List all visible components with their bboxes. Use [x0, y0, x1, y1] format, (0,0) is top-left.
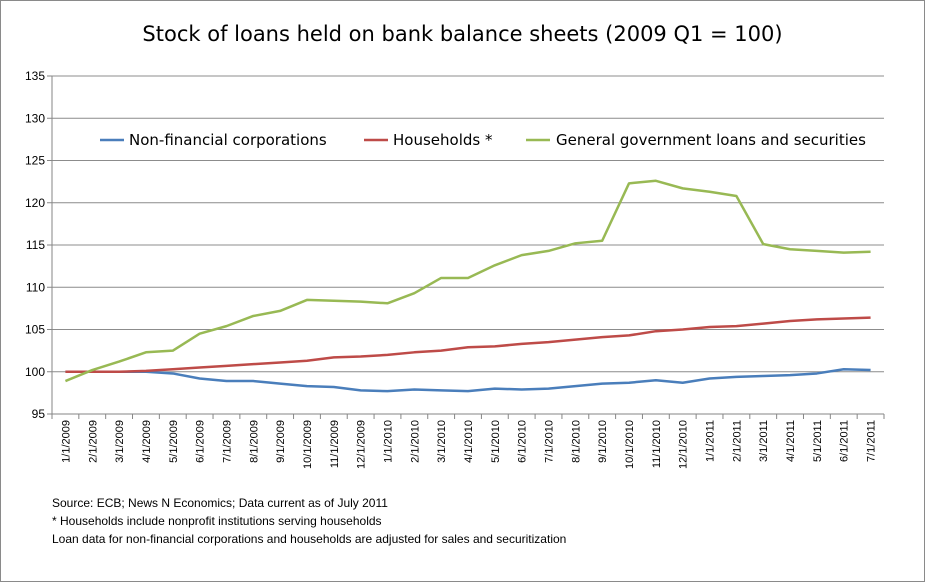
x-tick-label: 11/1/2010 [651, 420, 663, 468]
x-tick-label: 7/1/2010 [544, 420, 556, 463]
x-tick-label: 6/1/2011 [839, 420, 851, 462]
x-tick-label: 5/1/2009 [168, 420, 180, 463]
x-tick-label: 9/1/2010 [597, 420, 609, 463]
x-tick-label: 2/1/2011 [731, 420, 743, 462]
x-tick-label: 2/1/2009 [87, 420, 99, 463]
x-tick-label: 3/1/2009 [114, 420, 126, 463]
x-tick-label: 8/1/2010 [570, 420, 582, 463]
x-tick-label: 2/1/2010 [409, 420, 421, 463]
gridlines [52, 75, 884, 373]
x-tick-label: 8/1/2009 [248, 420, 260, 463]
x-tick-label: 5/1/2011 [812, 420, 824, 462]
y-tick-labels: 95 100 105 110 115 120 125 130 135 [25, 69, 45, 421]
x-tick-label: 5/1/2010 [490, 420, 502, 463]
x-tick-label: 10/1/2010 [624, 420, 636, 469]
legend-label-2: General government loans and securities [556, 131, 866, 149]
x-tick-label: 1/1/2010 [382, 420, 394, 463]
chart-title: Stock of loans held on bank balance shee… [142, 22, 783, 46]
x-tick-label: 4/1/2009 [141, 420, 153, 463]
x-tick-label: 1/1/2011 [705, 420, 717, 462]
x-tick-label: 9/1/2009 [275, 420, 287, 463]
source-note: Source: ECB; News N Economics; Data curr… [52, 496, 388, 510]
x-tick-label: 7/1/2009 [221, 420, 233, 463]
y-tick-label: 95 [32, 407, 46, 421]
x-tick-label: 12/1/2009 [356, 420, 368, 469]
y-tick-label: 100 [25, 365, 45, 379]
adjustment-note: Loan data for non-financial corporations… [52, 532, 567, 546]
y-tick-label: 135 [25, 69, 45, 83]
legend-label-0: Non-financial corporations [129, 131, 327, 149]
x-tick-labels: 1/1/2009 2/1/2009 3/1/2009 4/1/2009 5/1/2009… [60, 420, 877, 469]
series-line-0 [65, 367, 871, 393]
x-tick-label: 6/1/2010 [517, 420, 529, 463]
chart-notes: Source: ECB; News N Economics; Data curr… [52, 494, 566, 548]
y-tick-label: 120 [25, 196, 45, 210]
x-tick-label: 4/1/2010 [463, 420, 475, 463]
y-tick-label: 115 [26, 238, 45, 252]
x-tick-label: 6/1/2009 [195, 420, 207, 463]
y-tick-label: 130 [25, 111, 45, 125]
households-footnote: * Households include nonprofit instituti… [52, 514, 382, 528]
y-tick-label: 105 [25, 323, 45, 337]
x-tick-label: 1/1/2009 [60, 420, 72, 463]
x-tick-label: 10/1/2009 [302, 420, 314, 469]
y-tick-label: 125 [25, 154, 45, 168]
legend-label-1: Households * [393, 131, 493, 149]
series-line-1 [65, 316, 871, 373]
x-tick-label: 3/1/2011 [758, 420, 770, 462]
series-line-2 [64, 179, 871, 383]
x-tick-label: 7/1/2011 [866, 420, 878, 462]
x-tick-label: 12/1/2010 [678, 420, 690, 469]
legend: Non-financial corporations Households * Ge… [100, 131, 866, 149]
x-tick-label: 3/1/2010 [436, 420, 448, 463]
series-lines [64, 179, 871, 393]
axes [47, 75, 885, 419]
y-tick-label: 110 [26, 280, 45, 294]
x-tick-label: 4/1/2011 [785, 420, 797, 462]
x-tick-label: 11/1/2009 [329, 420, 341, 468]
